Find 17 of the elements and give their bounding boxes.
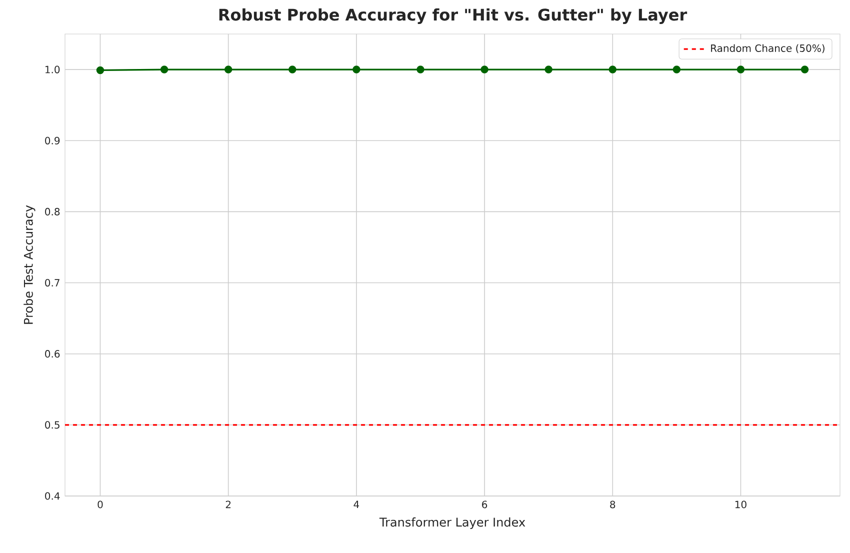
y-axis-title: Probe Test Accuracy [24,205,36,324]
y-tick-label: 0.5 [45,421,60,429]
y-tick-label: 1.0 [46,66,60,74]
y-tick-label: 0.7 [45,278,60,287]
x-tick-label: 10 [735,500,746,508]
legend-label: Random Chance (50%) [711,44,824,54]
y-tick-label: 0.8 [45,208,60,216]
x-tick-label: 4 [354,500,360,508]
x-tick-label: 2 [226,500,231,508]
chart-title: Robust Probe Accuracy for "Hit vs. Gutter" by Layer [219,8,688,24]
y-tick-label: 0.6 [45,350,60,358]
y-tick-label: 0.4 [45,492,60,500]
x-tick-label: 0 [98,500,103,508]
x-tick-label: 6 [482,500,488,508]
x-axis-title: Transformer Layer Index [379,517,526,530]
y-tick-label: 0.9 [45,136,60,144]
x-tick-label: 8 [610,500,616,508]
